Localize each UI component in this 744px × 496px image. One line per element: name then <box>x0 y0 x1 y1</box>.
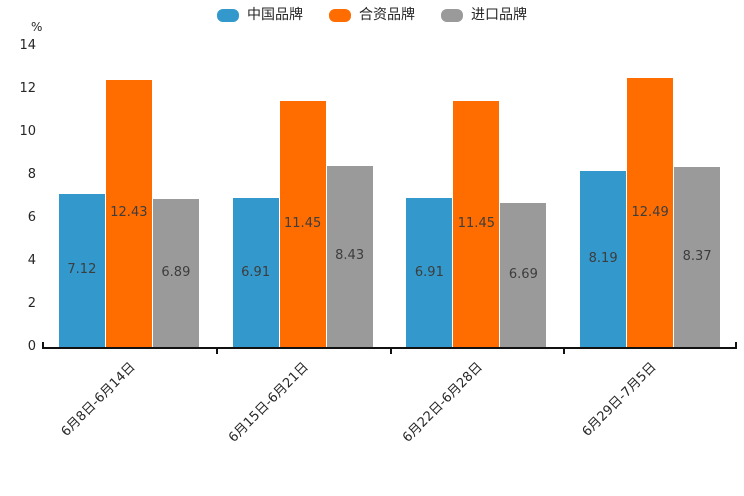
y-axis-tick-label: 12 <box>19 81 36 96</box>
legend-item-3[interactable]: 进口品牌 <box>441 8 527 22</box>
bar-中国品牌-2[interactable] <box>232 198 279 347</box>
y-axis-tick-label: 0 <box>27 339 36 354</box>
legend-swatch-icon <box>441 8 463 22</box>
legend-item-2[interactable]: 合资品牌 <box>329 8 415 22</box>
y-axis-unit-label: % <box>31 20 43 34</box>
bar-进口品牌-4[interactable] <box>674 167 721 347</box>
bar-中国品牌-4[interactable] <box>580 170 627 347</box>
x-axis-tick <box>389 349 392 354</box>
bar-合资品牌-3[interactable] <box>453 100 500 347</box>
bar-进口品牌-2[interactable] <box>326 165 373 347</box>
bar-合资品牌-2[interactable] <box>279 100 326 347</box>
legend-label: 合资品牌 <box>359 7 415 23</box>
bar-中国品牌-1[interactable] <box>58 193 105 347</box>
legend-label: 中国品牌 <box>247 7 303 23</box>
y-axis-tick-label: 4 <box>27 253 36 268</box>
legend-swatch-icon <box>217 8 239 22</box>
x-axis-endcap <box>735 342 737 347</box>
x-axis-category-label: 6月15日-6月21日 <box>226 359 313 446</box>
x-axis-category-label: 6月22日-6月28日 <box>400 359 486 446</box>
legend-item-1[interactable]: 中国品牌 <box>217 8 303 22</box>
y-axis-tick-label: 6 <box>27 210 36 225</box>
y-axis-tick-label: 10 <box>19 124 36 139</box>
y-axis-tick-label: 2 <box>27 296 36 311</box>
y-axis-tick-label: 14 <box>19 38 36 53</box>
bar-进口品牌-1[interactable] <box>152 198 199 347</box>
bar-合资品牌-1[interactable] <box>105 79 152 347</box>
bar-中国品牌-3[interactable] <box>406 198 453 347</box>
legend: 中国品牌 合资品牌 进口品牌 <box>0 8 744 22</box>
x-axis-category-label: 6月29日-7月5日 <box>579 359 660 440</box>
x-axis-tick <box>215 349 218 354</box>
y-axis-tick-label: 8 <box>27 167 36 182</box>
x-axis-endcap <box>42 342 44 347</box>
legend-swatch-icon <box>329 8 351 22</box>
x-axis-category-label: 6月8日-6月14日 <box>58 359 139 440</box>
x-axis-tick <box>563 349 566 354</box>
legend-label: 进口品牌 <box>471 7 527 23</box>
x-axis-line <box>42 347 737 349</box>
bar-进口品牌-3[interactable] <box>500 203 547 347</box>
bar-合资品牌-4[interactable] <box>627 78 674 347</box>
